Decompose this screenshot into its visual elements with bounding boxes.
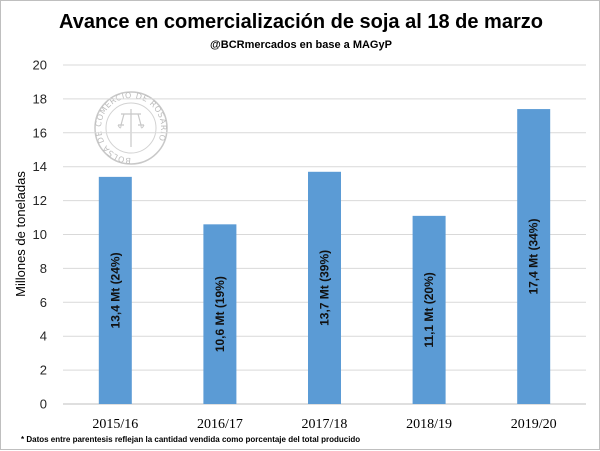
x-tick-labels: 2015/16 2016/17 2017/18 2018/19 2019/20: [92, 417, 556, 432]
y-tick-label: 8: [40, 261, 47, 276]
y-tick-label: 2: [40, 363, 47, 378]
bar-data-label: 17,4 Mt (34%): [527, 219, 541, 295]
y-tick-label: 10: [33, 227, 47, 242]
y-axis-label: Millones de toneladas: [13, 171, 28, 297]
chart-title: Avance en comercialización de soja al 18…: [59, 11, 543, 33]
y-tick-label: 18: [33, 91, 47, 106]
y-tick-label: 4: [40, 329, 47, 344]
bar: [517, 109, 551, 404]
chart-subtitle: @BCRmercados en base a MAGyP: [210, 39, 392, 51]
bar-data-label: 13,4 Mt (24%): [108, 252, 122, 328]
bar-data-label: 13,7 Mt (39%): [318, 250, 332, 326]
y-tick-label: 6: [40, 295, 47, 310]
x-tick-label: 2017/18: [302, 417, 348, 432]
y-tick-label: 14: [33, 159, 47, 174]
bar-data-label: 10,6 Mt (19%): [213, 276, 227, 352]
y-tick-labels: 0 2 4 6 8 10 12 14 16 18 20: [33, 58, 47, 412]
footnote: * Datos entre parentesis reflejan la can…: [21, 435, 360, 444]
watermark-seal: BOLSA DE COMERCIO DE ROSARIO: [94, 91, 168, 165]
bar-data-label: 11,1 Mt (20%): [422, 272, 436, 347]
bars: 13,4 Mt (24%) 10,6 Mt (19%) 13,7 Mt (39%) 1…: [98, 109, 551, 404]
bar: [308, 171, 341, 404]
bar: [203, 224, 237, 404]
y-tick-label: 16: [33, 125, 47, 140]
bar: [412, 215, 446, 404]
x-tick-label: 2019/20: [511, 417, 557, 432]
y-tick-label: 0: [40, 397, 47, 412]
x-tick-label: 2018/19: [406, 417, 452, 432]
x-tick-label: 2016/17: [197, 417, 243, 432]
x-tick-label: 2015/16: [92, 417, 138, 432]
bar: [98, 176, 132, 404]
y-tick-label: 12: [33, 193, 47, 208]
y-tick-label: 20: [33, 58, 47, 73]
